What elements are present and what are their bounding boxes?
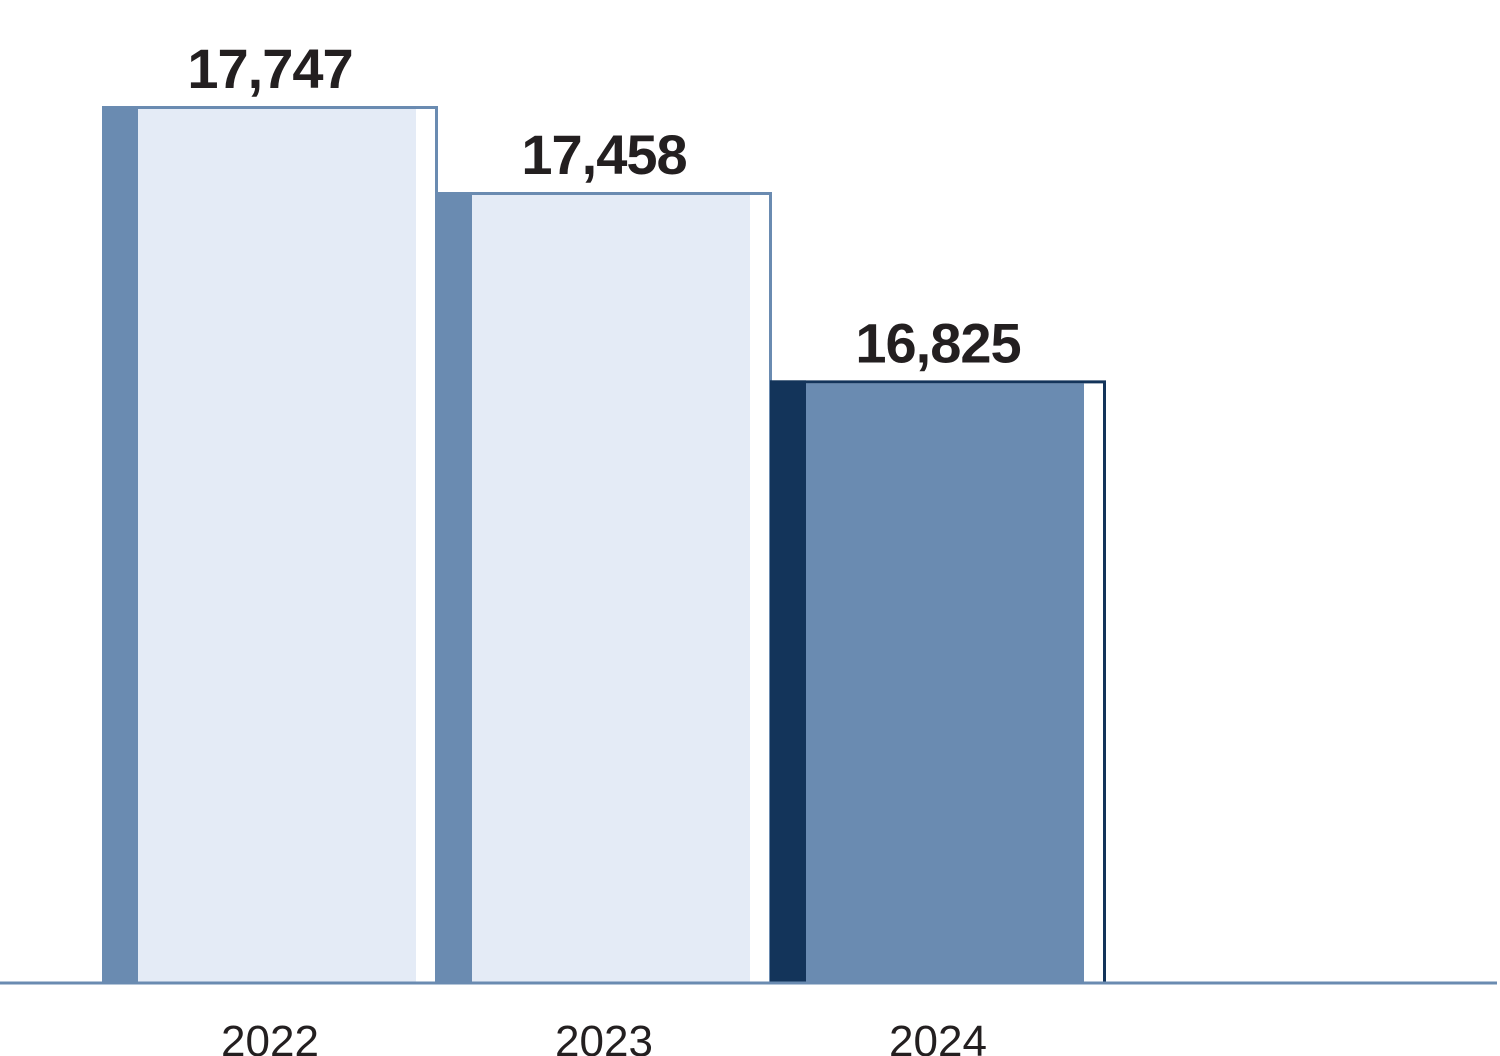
value-label-2023: 17,458 [521, 123, 686, 186]
bar-2023 [436, 192, 772, 985]
bar-left-strip [770, 380, 806, 984]
bar-fill [472, 195, 750, 984]
category-labels-group: 2022 2023 2024 [221, 1017, 987, 1056]
value-labels-group: 17,747 17,458 16,825 [187, 37, 1021, 374]
bars-group [102, 106, 1106, 985]
category-label-2023: 2023 [555, 1017, 653, 1056]
category-label-2022: 2022 [221, 1017, 319, 1056]
value-label-2024: 16,825 [855, 311, 1020, 374]
bar-fill [806, 383, 1084, 984]
bar-2022 [102, 106, 438, 985]
bar-left-strip [436, 192, 472, 984]
bar-left-strip [102, 106, 138, 983]
value-label-2022: 17,747 [187, 37, 352, 100]
bar-fill [138, 109, 416, 983]
bar-2024 [770, 380, 1106, 985]
category-label-2024: 2024 [889, 1017, 987, 1056]
